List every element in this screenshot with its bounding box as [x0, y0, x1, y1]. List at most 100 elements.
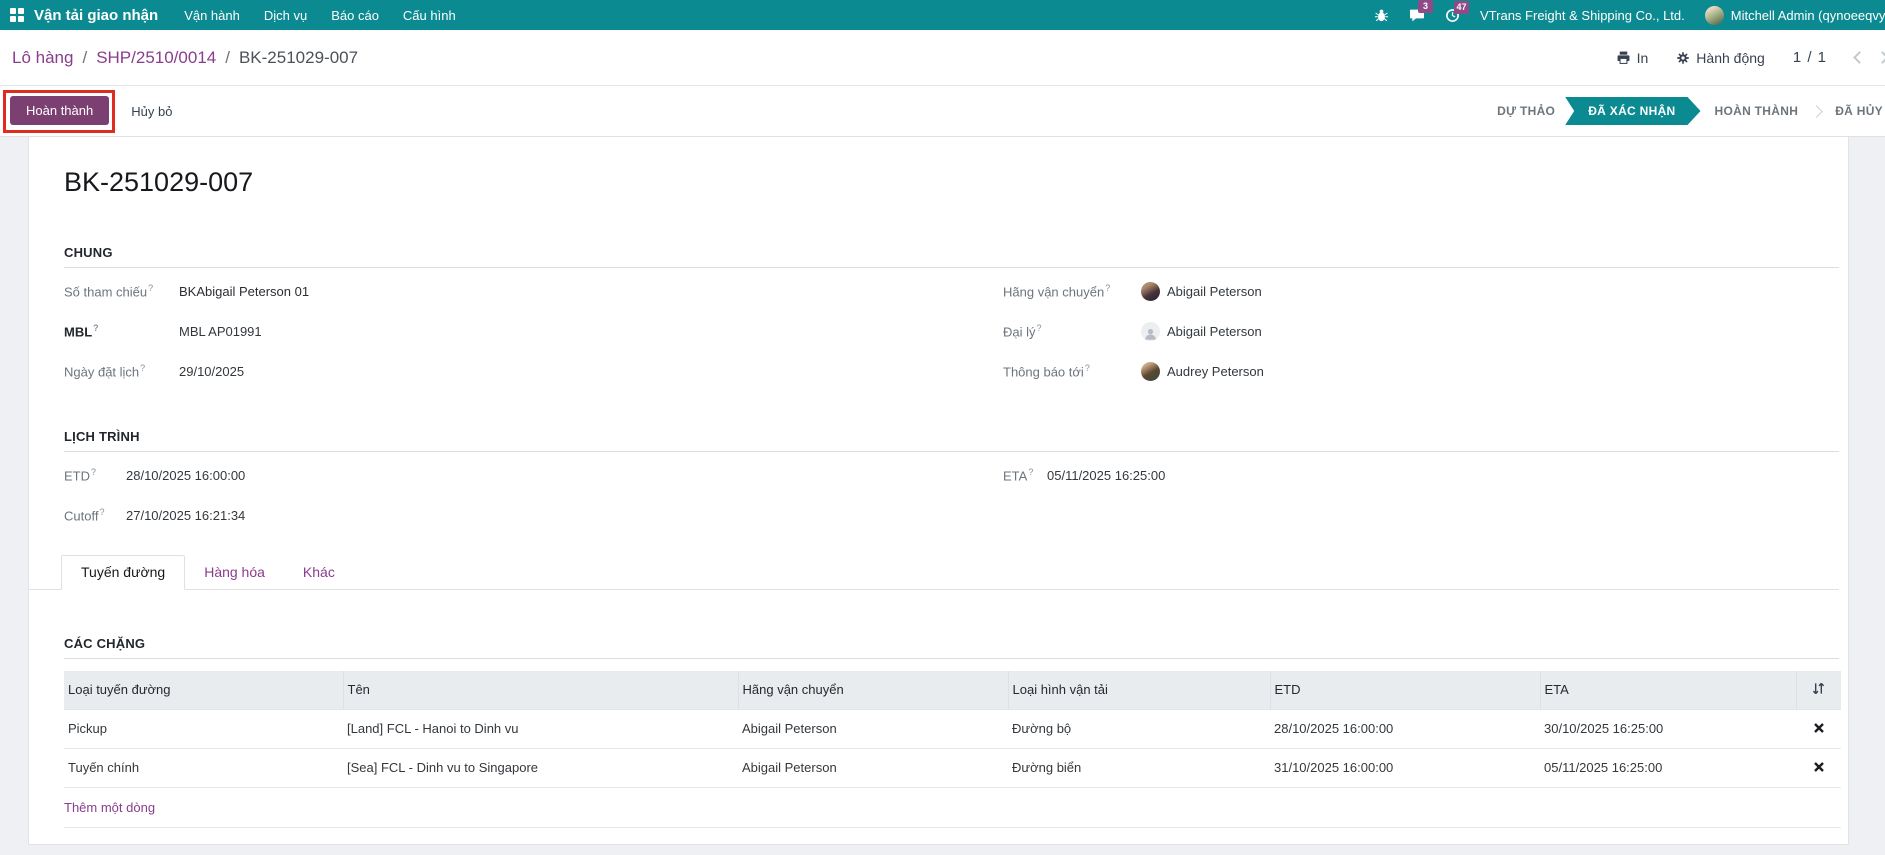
section-general: CHUNG Số tham chiếu? BKAbigail Peterson …: [64, 245, 1839, 391]
record-title[interactable]: BK-251029-007: [64, 167, 254, 197]
cell-name[interactable]: [Land] FCL - Hanoi to Dinh vu: [343, 708, 738, 748]
pager-next-icon[interactable]: [1876, 51, 1885, 64]
field-value[interactable]: 27/10/2025 16:21:34: [126, 507, 246, 523]
tab-hang-hoa[interactable]: Hàng hóa: [204, 564, 265, 580]
apps-grid-icon[interactable]: [10, 8, 24, 22]
table-header-row: Loại tuyến đường Tên Hãng vận chuyển Loạ…: [64, 671, 1841, 709]
table-row[interactable]: Pickup [Land] FCL - Hanoi to Dinh vu Abi…: [64, 708, 1841, 748]
pager-counter: 1 / 1: [1792, 49, 1827, 66]
activities-clock-icon[interactable]: 47: [1445, 0, 1470, 23]
user-menu[interactable]: Mitchell Admin (qynoeeqvyt: [1704, 5, 1885, 25]
table-row[interactable]: Tuyến chính [Sea] FCL - Dinh vu to Singa…: [64, 747, 1841, 788]
breadcrumb-current: BK-251029-007: [238, 47, 359, 67]
help-marker: ?: [1036, 322, 1042, 333]
field-cutoff: Cutoff? 27/10/2025 16:21:34: [64, 495, 968, 535]
breadcrumb: Lô hàng / SHP/2510/0014 / BK-251029-007: [12, 48, 358, 68]
delete-x-icon: [1813, 723, 1824, 733]
add-line-row: Thêm một dòng: [64, 788, 1841, 828]
delete-row-button[interactable]: [1796, 708, 1841, 748]
cell-eta[interactable]: 30/10/2025 16:25:00: [1540, 708, 1796, 748]
breadcrumb-separator: /: [82, 47, 88, 67]
col-header-loai-hinh-van-tai[interactable]: Loại hình vận tải: [1007, 671, 1270, 709]
breadcrumb-shipment[interactable]: SHP/2510/0014: [96, 47, 217, 67]
company-switcher[interactable]: VTrans Freight & Shipping Co., Ltd.: [1480, 7, 1685, 23]
field-value[interactable]: BKAbigail Peterson 01: [179, 283, 310, 299]
field-value[interactable]: Abigail Peterson: [1167, 283, 1262, 299]
col-header-ten[interactable]: Tên: [342, 671, 738, 709]
optional-columns-icon: [1813, 682, 1825, 694]
person-placeholder-icon: [1141, 321, 1160, 341]
field-value[interactable]: MBL AP01991: [179, 323, 262, 339]
col-header-hang-van-chuyen[interactable]: Hãng vận chuyển: [737, 671, 1008, 709]
cell-transport-mode[interactable]: Đường bộ: [1008, 708, 1270, 748]
stage-hoan-thanh[interactable]: HOÀN THÀNH: [1714, 104, 1799, 118]
section-general-heading: CHUNG: [64, 245, 113, 260]
field-label: Số tham chiếu: [64, 284, 148, 300]
help-marker: ?: [1105, 282, 1111, 293]
breadcrumb-lo-hang[interactable]: Lô hàng: [12, 47, 74, 67]
col-header-loai-tuyen-duong[interactable]: Loại tuyến đường: [64, 671, 343, 709]
help-marker: ?: [91, 466, 97, 477]
tab-tuyen-duong[interactable]: Tuyến đường: [61, 555, 186, 590]
divider: [64, 267, 1839, 268]
cell-eta[interactable]: 05/11/2025 16:25:00: [1540, 747, 1796, 788]
cell-name[interactable]: [Sea] FCL - Dinh vu to Singapore: [343, 747, 738, 788]
col-header-etd[interactable]: ETD: [1269, 671, 1540, 709]
cell-etd[interactable]: 28/10/2025 16:00:00: [1270, 708, 1540, 748]
user-avatar: [1704, 5, 1724, 25]
divider: [64, 451, 1839, 452]
stage-du-thao[interactable]: DỰ THẢO: [1497, 104, 1556, 118]
field-value[interactable]: Abigail Peterson: [1167, 323, 1262, 339]
field-value[interactable]: Audrey Peterson: [1167, 363, 1264, 379]
field-label: MBL: [64, 324, 93, 340]
menu-dich-vu[interactable]: Dịch vụ: [263, 7, 308, 23]
help-marker: ?: [140, 362, 146, 373]
help-marker: ?: [1028, 466, 1034, 477]
breadcrumb-separator: /: [225, 47, 230, 67]
field-value[interactable]: 05/11/2025 16:25:00: [1047, 467, 1166, 483]
debug-bug-icon[interactable]: [1374, 8, 1389, 23]
field-label: Đại lý: [1003, 324, 1036, 340]
tab-khac[interactable]: Khác: [302, 564, 335, 580]
printer-icon: [1617, 51, 1630, 64]
field-label: ETD: [64, 468, 90, 484]
cell-etd[interactable]: 31/10/2025 16:00:00: [1270, 747, 1540, 788]
cell-route-type[interactable]: Tuyến chính: [64, 747, 343, 788]
add-line-link[interactable]: Thêm một dòng: [64, 799, 156, 815]
field-dai-ly: Đại lý? Abigail Peterson: [1003, 311, 1839, 351]
menu-cau-hinh[interactable]: Cấu hình: [402, 7, 456, 23]
cell-carrier[interactable]: Abigail Peterson: [738, 708, 1008, 748]
notebook-tabs: Tuyến đường Hàng hóa Khác: [29, 555, 1839, 590]
section-legs-heading: CÁC CHẶNG: [64, 636, 146, 651]
messages-badge: 3: [1418, 0, 1434, 13]
complete-button[interactable]: Hoàn thành: [10, 95, 110, 125]
pager-previous-icon[interactable]: [1853, 51, 1866, 64]
field-label: Hãng vận chuyển: [1003, 284, 1105, 300]
record-sheet: BK-251029-007 CHUNG Số tham chiếu? BKAbi…: [28, 137, 1849, 845]
action-menu-button[interactable]: Hành động: [1676, 50, 1765, 66]
gear-icon: [1677, 51, 1690, 64]
cell-carrier[interactable]: Abigail Peterson: [738, 747, 1008, 788]
print-button[interactable]: In: [1616, 50, 1648, 66]
cancel-button[interactable]: Hủy bỏ: [131, 103, 173, 119]
col-header-eta[interactable]: ETA: [1539, 671, 1796, 709]
delete-row-button[interactable]: [1796, 747, 1841, 788]
field-so-tham-chieu: Số tham chiếu? BKAbigail Peterson 01: [64, 271, 968, 311]
cell-route-type[interactable]: Pickup: [64, 708, 343, 748]
field-value[interactable]: 29/10/2025: [179, 363, 245, 379]
field-value[interactable]: 28/10/2025 16:00:00: [126, 467, 246, 483]
menu-bao-cao[interactable]: Báo cáo: [331, 7, 379, 23]
divider: [64, 658, 1839, 659]
control-panel-button-row: Hoàn thành Hủy bỏ DỰ THẢO ĐÃ XÁC NHẬN HO…: [0, 86, 1885, 137]
menu-van-hanh[interactable]: Vận hành: [184, 7, 240, 23]
cell-transport-mode[interactable]: Đường biển: [1008, 747, 1270, 788]
field-etd: ETD? 28/10/2025 16:00:00: [64, 455, 968, 495]
stage-da-xac-nhan[interactable]: ĐÃ XÁC NHẬN: [1565, 97, 1700, 125]
optional-columns-button[interactable]: [1795, 671, 1841, 709]
help-marker: ?: [148, 282, 154, 293]
app-name[interactable]: Vận tải giao nhận: [34, 6, 159, 24]
section-legs: CÁC CHẶNG Loại tuyến đường Tên Hãng vận …: [64, 636, 1841, 828]
section-schedule: LỊCH TRÌNH ETD? 28/10/2025 16:00:00 Cuto…: [64, 429, 1839, 535]
messages-icon[interactable]: 3: [1409, 0, 1434, 23]
stage-da-huy[interactable]: ĐÃ HỦY: [1835, 104, 1883, 118]
